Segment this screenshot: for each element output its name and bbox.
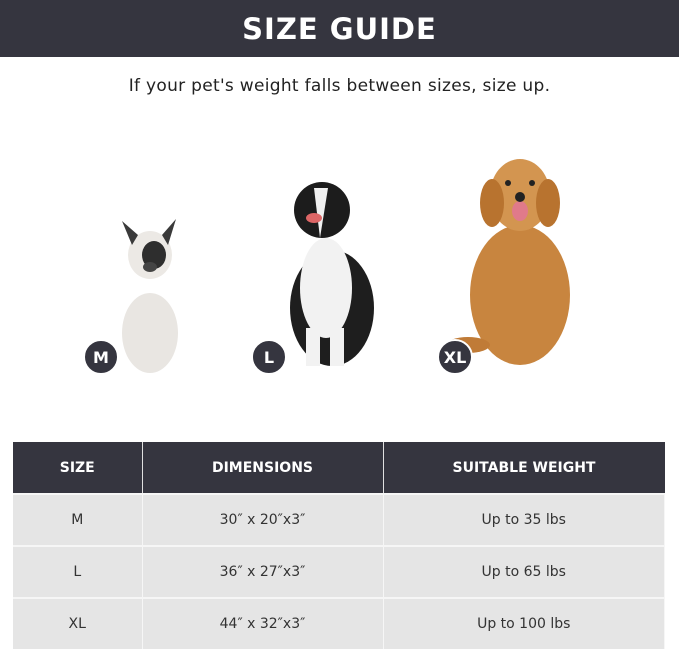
column-header-dimensions: DIMENSIONS — [142, 442, 384, 494]
size-cell: M — [13, 493, 143, 546]
table-row: XL 44″ x 32″x3″ Up to 100 lbs — [13, 597, 665, 649]
border-collie-image — [290, 182, 374, 366]
size-cell: L — [13, 545, 143, 598]
dimensions-cell: 36″ x 27″x3″ — [142, 545, 384, 598]
page-title: SIZE GUIDE — [242, 11, 437, 46]
weight-cell: Up to 65 lbs — [383, 545, 665, 598]
size-badge-m: M — [83, 339, 119, 375]
column-header-weight: SUITABLE WEIGHT — [383, 442, 665, 494]
column-header-size: SIZE — [13, 442, 143, 494]
table-row: M 30″ x 20″x3″ Up to 35 lbs — [13, 493, 665, 546]
dimensions-cell: 30″ x 20″x3″ — [142, 493, 384, 546]
weight-cell: Up to 100 lbs — [383, 597, 665, 649]
size-cell: XL — [13, 597, 143, 649]
golden-retriever-image — [448, 159, 570, 365]
french-bulldog-image — [122, 219, 178, 373]
table-row: L 36″ x 27″x3″ Up to 65 lbs — [13, 545, 665, 598]
dimensions-cell: 44″ x 32″x3″ — [142, 597, 384, 649]
subtitle: If your pet's weight falls between sizes… — [128, 76, 551, 96]
size-badge-xl: XL — [437, 339, 473, 375]
weight-cell: Up to 35 lbs — [383, 493, 665, 546]
size-table: SIZE DIMENSIONS SUITABLE WEIGHT M 30″ x … — [13, 442, 665, 649]
size-badge-l: L — [251, 339, 287, 375]
size-guide-banner: SIZE GUIDE — [0, 0, 679, 57]
table-header-row: SIZE DIMENSIONS SUITABLE WEIGHT — [13, 442, 665, 494]
